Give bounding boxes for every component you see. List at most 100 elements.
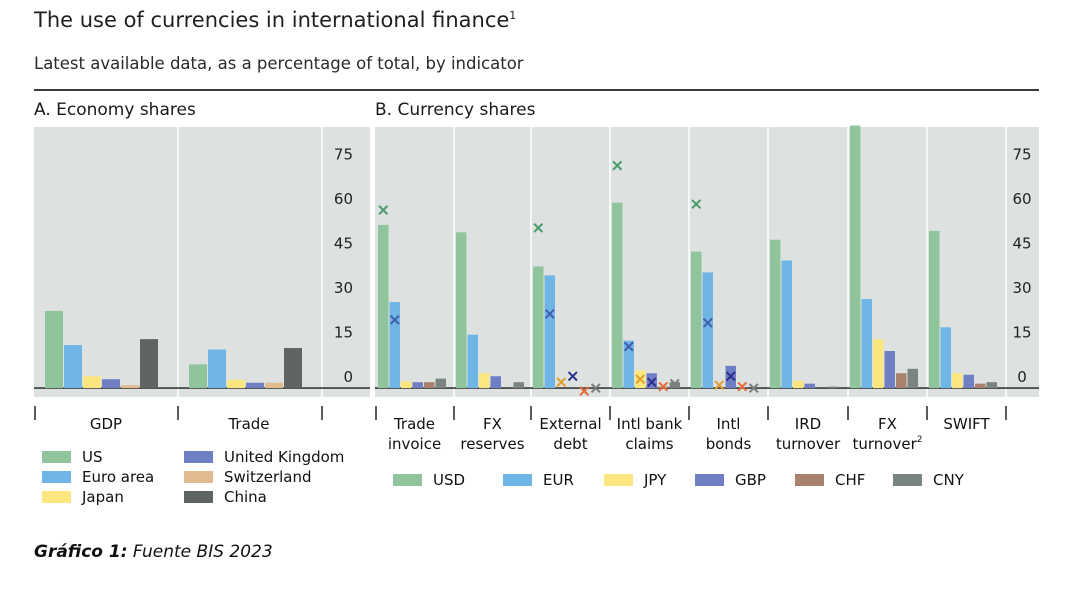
panel-b-x-label-footnote: 2 [917, 435, 923, 445]
marker-jpy-4 [714, 380, 725, 391]
panel-b-x-label-line2: reserves [460, 435, 524, 453]
bar-jpy-7 [952, 373, 963, 389]
bar-eur-2 [544, 275, 555, 389]
panel-b-y-tick-label: 15 [1012, 324, 1031, 342]
panel-b-y-tick-label: 30 [1012, 279, 1031, 297]
legend-b-label: EUR [543, 471, 574, 489]
panel-b-x-label-line1: IRD [795, 415, 821, 433]
marker-chf-2 [579, 386, 590, 396]
legend-a-swatch [42, 451, 71, 463]
bar-us-trade [189, 364, 207, 389]
bar-eur-3 [623, 340, 634, 389]
marker-cny-2 [590, 383, 601, 394]
panel-a-title: A. Economy shares [34, 100, 196, 120]
marker-cny-4 [748, 383, 759, 394]
panel-a-background [34, 127, 370, 397]
marker-gbp-3 [646, 377, 657, 388]
chart-subtitle: Latest available data, as a percentage o… [34, 54, 524, 73]
chart-title: The use of currencies in international f… [34, 8, 516, 32]
marker-eur-4 [702, 317, 713, 328]
panel-b-x-label-line1: SWIFT [943, 415, 990, 433]
bar-usd-1 [456, 232, 467, 389]
legend-a-swatch [42, 491, 71, 503]
bar-japan-trade [227, 379, 245, 389]
bar-cny-3 [669, 382, 680, 389]
panel-a-y-tick-label: 15 [334, 324, 353, 342]
panel-b-y-tick-label: 60 [1012, 190, 1031, 208]
panel-a-y-tick-label: 60 [334, 190, 353, 208]
marker-usd-4 [691, 199, 702, 210]
bar-chf-6 [896, 373, 907, 389]
bar-gbp-1 [490, 376, 501, 389]
bar-eur-4 [702, 272, 713, 389]
legend-b-swatch [893, 474, 922, 486]
bar-us-gdp [45, 310, 63, 389]
marker-eur-3 [623, 341, 634, 352]
bar-gbp-7 [963, 374, 974, 389]
bar-eur-7 [940, 327, 951, 389]
panel-b-x-label-line1: Trade [393, 415, 435, 433]
marker-chf-4 [737, 381, 748, 392]
legend-a-label: China [224, 488, 267, 506]
marker-gbp-4 [725, 371, 736, 382]
panel-b-y-tick-label: 0 [1017, 368, 1027, 386]
bar-gbp-6 [884, 351, 895, 389]
marker-usd-2 [533, 222, 544, 233]
panel-a-x-label: GDP [90, 415, 122, 433]
legend-b-swatch [393, 474, 422, 486]
panel-a-y-tick-label: 0 [343, 368, 353, 386]
bar-switzerland-trade [265, 382, 283, 389]
caption-text: Fuente BIS 2023 [127, 542, 273, 562]
bar-usd-6 [850, 125, 861, 389]
caption-label: Gráfico 1: [34, 542, 128, 562]
panel-a-x-label: Trade [227, 415, 269, 433]
bar-usd-7 [929, 230, 940, 389]
marker-usd-3 [612, 160, 623, 171]
bar-japan-gdp [83, 376, 101, 389]
panel-b-x-label-line2: bonds [706, 435, 752, 453]
bar-switzerland-gdp [121, 385, 139, 389]
panel-b-y-tick-label: 45 [1012, 235, 1031, 253]
bar-jpy-5 [793, 380, 804, 389]
bar-eur-6 [861, 299, 872, 389]
marker-cny-3 [669, 378, 680, 389]
bar-eur-0 [389, 302, 400, 389]
bar-gbp-0 [412, 382, 423, 389]
panel-a-y-tick-label: 45 [334, 235, 353, 253]
panel-b-x-label-line2: turnover2 [853, 435, 923, 453]
bar-usd-2 [533, 266, 544, 389]
legend-a-swatch [184, 491, 213, 503]
legend-b-label: USD [433, 471, 465, 489]
bar-cny-7 [986, 382, 997, 389]
marker-chf-3 [658, 381, 669, 392]
marker-eur-2 [544, 309, 555, 319]
bar-jpy-1 [479, 373, 490, 389]
bar-united-kingdom-gdp [102, 379, 120, 389]
marker-eur-0 [389, 314, 400, 325]
panel-b-x-label-line2: invoice [388, 435, 441, 453]
panel-b-x-label-line1: FX [878, 415, 897, 433]
legend-b-swatch [503, 474, 532, 486]
bar-china-trade [284, 348, 302, 389]
legend-a-swatch [184, 451, 213, 463]
legend-b-label: JPY [643, 471, 667, 489]
legend-a-label: US [82, 448, 103, 466]
bar-eur-5 [781, 260, 792, 389]
legend-a-swatch [184, 471, 213, 483]
legend-a-swatch [42, 471, 71, 483]
panel-b-y-tick-label: 75 [1012, 146, 1031, 164]
bar-gbp-3 [646, 373, 657, 389]
legend-a-label: United Kingdom [224, 448, 344, 466]
panel-a-y-tick-label: 30 [334, 279, 353, 297]
panel-b-x-label-line1: Intl [717, 415, 741, 433]
header-rule [34, 89, 1039, 91]
bar-euro-area-trade [208, 349, 226, 389]
bar-cny-6 [907, 368, 918, 389]
bar-eur-1 [467, 334, 478, 389]
bar-cny-5 [827, 386, 838, 389]
marker-usd-0 [378, 205, 389, 215]
bar-usd-4 [691, 251, 702, 389]
legend-b-label: GBP [735, 471, 766, 489]
legend-b-label: CHF [835, 471, 865, 489]
